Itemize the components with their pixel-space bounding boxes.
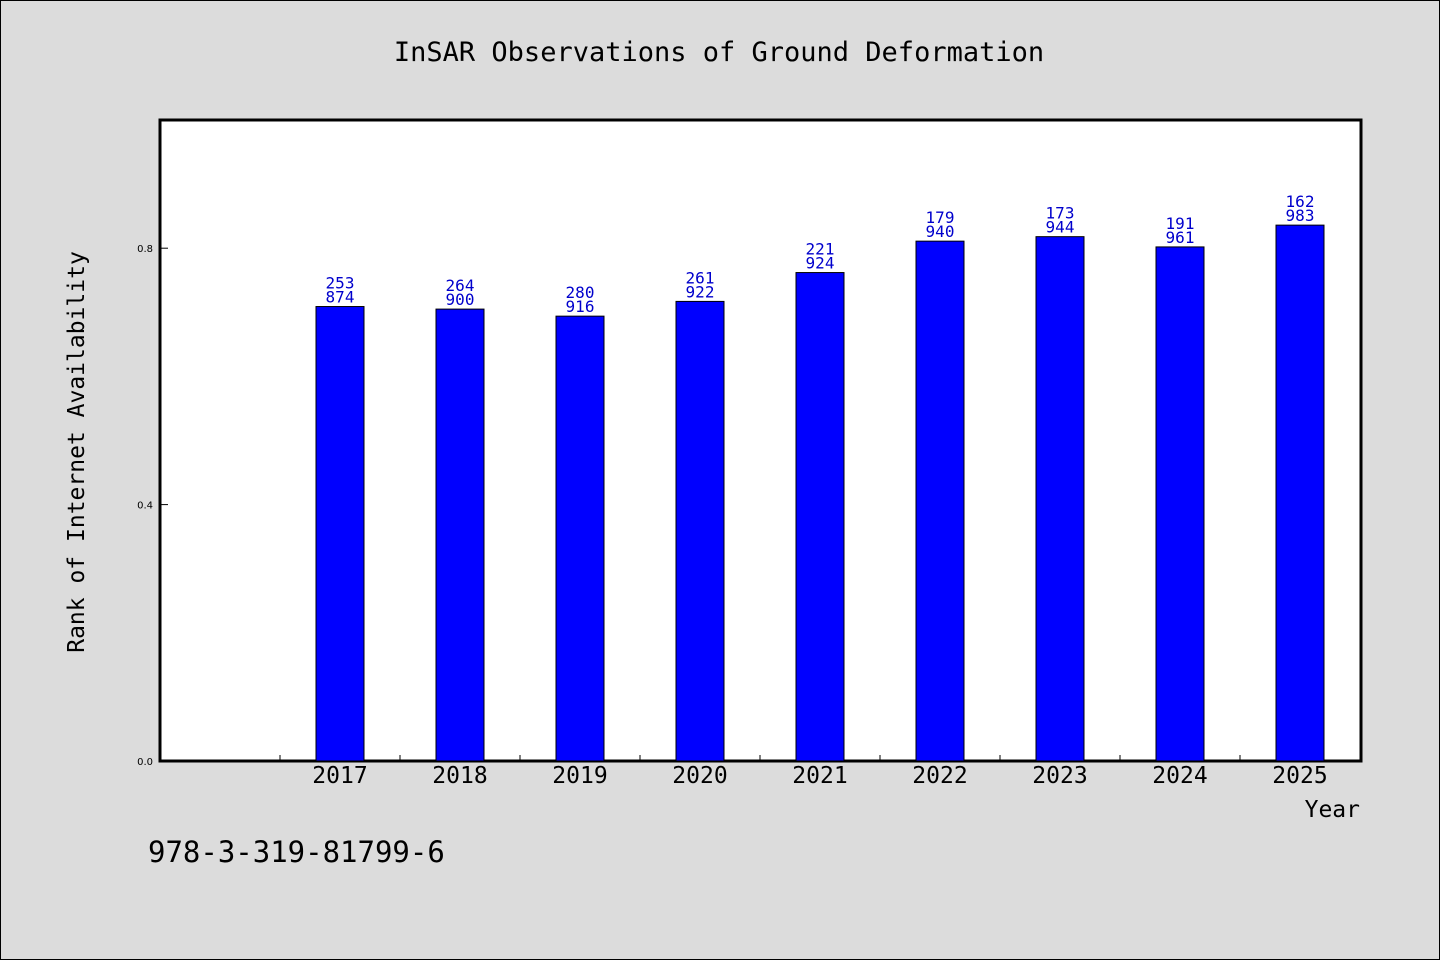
isbn-text: 978-3-319-81799-6 <box>148 835 445 869</box>
x-tick-label-2024: 2024 <box>1152 763 1207 789</box>
y-tick-label-0.4: 0.4 <box>137 501 153 512</box>
bars-group <box>315 224 1325 762</box>
bar-2022 <box>915 240 965 762</box>
data-label-top-2017: 253 <box>326 274 355 293</box>
data-label-bottom-2023: 944 <box>1046 218 1075 237</box>
chart-title: InSAR Observations of Ground Deformation <box>394 37 1044 68</box>
x-tick-label-2023: 2023 <box>1032 763 1087 789</box>
x-tick-label-2022: 2022 <box>912 763 967 789</box>
x-tick-label-2021: 2021 <box>792 763 847 789</box>
bar-2021 <box>795 272 845 762</box>
bar-2018 <box>435 308 485 762</box>
data-label-bottom-2017: 874 <box>326 288 355 307</box>
y-axis-ticks: 0.0 0.4 0.8 <box>137 244 168 768</box>
x-tick-label-2017: 2017 <box>312 763 367 789</box>
data-label-top-2023: 173 <box>1046 204 1075 223</box>
data-label-top-2024: 191 <box>1166 214 1195 233</box>
data-label-top-2022: 179 <box>926 208 955 227</box>
data-label-bottom-2018: 900 <box>446 290 475 309</box>
y-tick-label-0.0: 0.0 <box>137 757 153 768</box>
x-tick-label-2019: 2019 <box>552 763 607 789</box>
data-label-top-2021: 221 <box>806 240 835 259</box>
data-label-bottom-2022: 940 <box>926 222 955 241</box>
data-label-top-2019: 280 <box>566 283 595 302</box>
data-label-bottom-2020: 922 <box>686 282 715 301</box>
bar-2024 <box>1155 246 1205 762</box>
bar-2017 <box>315 306 365 762</box>
x-axis-label: Year <box>1305 797 1360 823</box>
data-label-bottom-2025: 983 <box>1286 206 1315 225</box>
y-axis-label: Rank of Internet Availability <box>64 251 90 653</box>
x-tick-label-2025: 2025 <box>1272 763 1327 789</box>
data-label-top-2018: 264 <box>446 276 475 295</box>
y-tick-label-0.8: 0.8 <box>137 244 153 255</box>
x-tick-label-2020: 2020 <box>672 763 727 789</box>
bar-2020 <box>675 300 725 762</box>
data-label-bottom-2021: 924 <box>806 254 835 273</box>
bar-2025 <box>1275 224 1325 762</box>
data-label-bottom-2024: 961 <box>1166 228 1195 247</box>
bar-2019 <box>555 315 605 762</box>
data-label-top-2020: 261 <box>686 268 715 287</box>
bar-2023 <box>1035 236 1085 762</box>
x-axis-ticks: 2017 2018 2019 2020 2021 2022 2023 2024 2025 <box>279 755 1361 789</box>
data-label-top-2025: 162 <box>1286 192 1315 211</box>
data-label-bottom-2019: 916 <box>566 297 595 316</box>
x-tick-label-2018: 2018 <box>432 763 487 789</box>
